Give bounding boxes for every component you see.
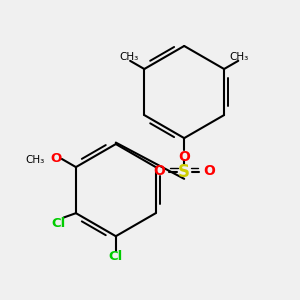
Text: CH₃: CH₃ — [120, 52, 139, 62]
Text: S: S — [178, 163, 190, 181]
Text: O: O — [178, 149, 190, 164]
Text: O: O — [50, 152, 61, 165]
Text: CH₃: CH₃ — [25, 155, 44, 165]
Text: CH₃: CH₃ — [230, 52, 249, 62]
Text: Cl: Cl — [109, 250, 123, 263]
Text: Cl: Cl — [52, 217, 66, 230]
Text: O: O — [203, 164, 215, 178]
Text: O: O — [154, 164, 165, 178]
